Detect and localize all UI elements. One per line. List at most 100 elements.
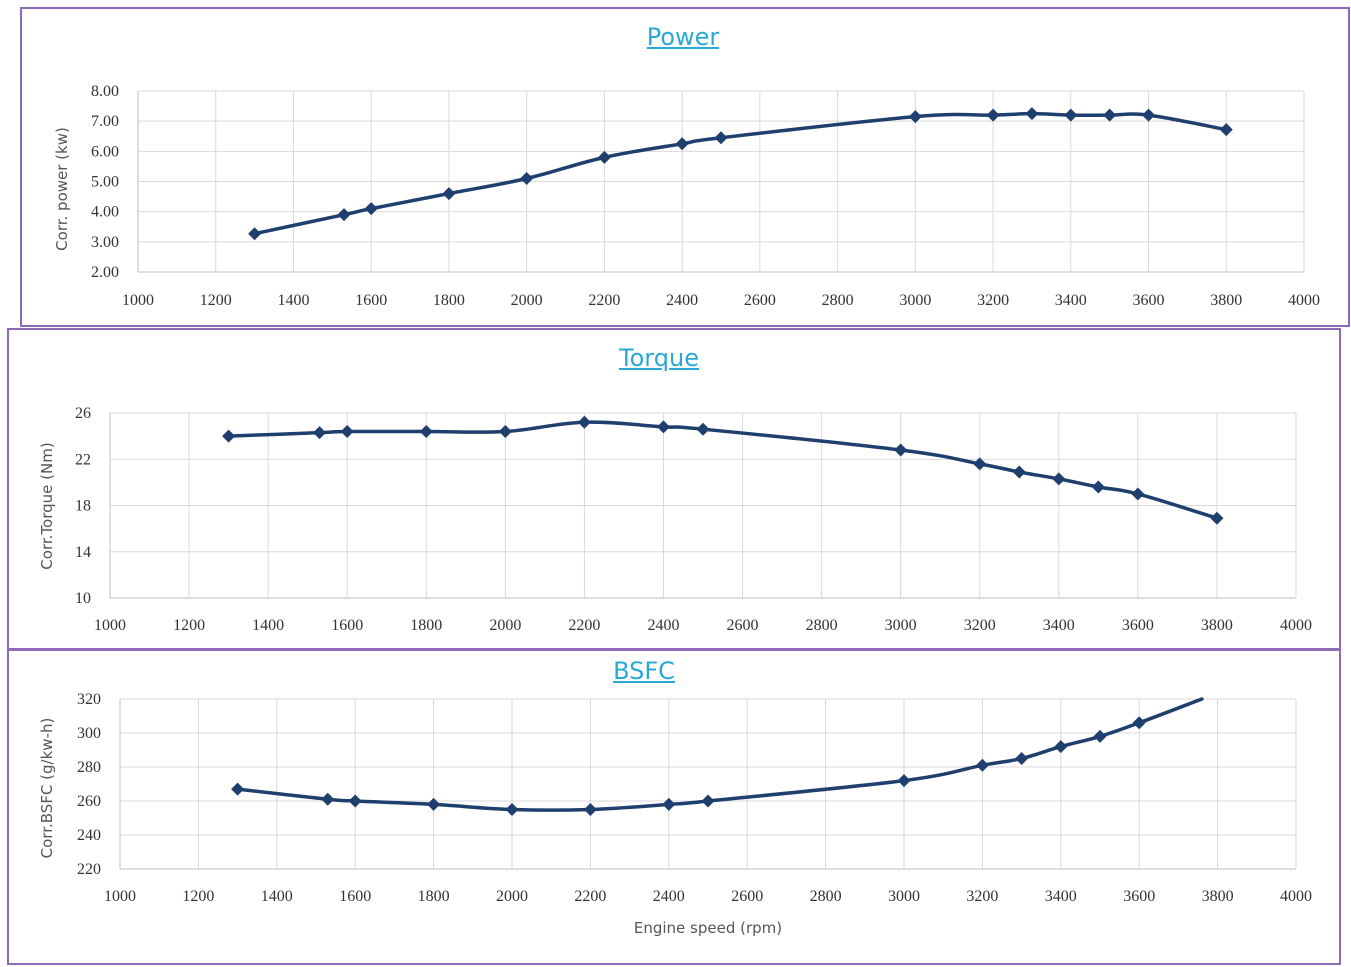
chart-title: Torque: [619, 344, 699, 372]
x-tick-label: 2800: [822, 292, 854, 309]
y-tick-label: 260: [77, 793, 101, 810]
x-tick-label: 2000: [511, 292, 543, 309]
x-tick-label: 3400: [1043, 617, 1075, 634]
series-line: [235, 697, 1204, 812]
x-tick-label: 3200: [977, 292, 1009, 309]
x-tick-label: 1800: [418, 888, 450, 905]
x-tick-label: 1800: [410, 617, 442, 634]
x-tick-label: 1400: [252, 617, 284, 634]
x-tick-label: 2800: [810, 888, 842, 905]
y-axis-label: Corr.Torque (Nm): [38, 442, 56, 569]
x-tick-label: 2600: [744, 292, 776, 309]
data-point: [427, 797, 441, 811]
y-tick-label: 300: [77, 725, 101, 742]
y-tick-label: 18: [75, 498, 91, 515]
y-axis-label: Corr.BSFC (g/kw-h): [38, 718, 56, 859]
x-tick-label: 1600: [339, 888, 371, 905]
data-point: [1210, 511, 1224, 525]
data-point: [1054, 740, 1068, 754]
data-point: [1219, 123, 1233, 137]
x-tick-label: 3200: [966, 888, 998, 905]
y-tick-label: 26: [75, 405, 91, 422]
data-point: [1025, 107, 1039, 121]
data-point: [908, 110, 922, 124]
x-tick-label: 2400: [666, 292, 698, 309]
y-tick-label: 5.00: [91, 174, 119, 191]
x-tick-label: 2200: [568, 617, 600, 634]
x-tick-label: 4000: [1280, 888, 1312, 905]
data-point: [1093, 729, 1107, 743]
data-point: [1142, 108, 1156, 122]
data-point: [986, 108, 1000, 122]
data-point: [1091, 480, 1105, 494]
x-tick-label: 2600: [731, 888, 763, 905]
x-tick-label: 2600: [727, 617, 759, 634]
data-point: [1015, 752, 1029, 765]
x-tick-label: 2400: [647, 617, 679, 634]
x-tick-label: 1000: [122, 292, 154, 309]
y-tick-label: 3.00: [91, 234, 119, 251]
series-line: [252, 111, 1229, 236]
data-point: [656, 420, 670, 434]
x-tick-label: 1800: [433, 292, 465, 309]
data-point: [498, 425, 512, 438]
x-tick-label: 4000: [1288, 292, 1320, 309]
y-tick-label: 220: [77, 861, 101, 878]
x-tick-label: 3000: [899, 292, 931, 309]
data-point: [696, 422, 710, 436]
x-tick-label: 1600: [331, 617, 363, 634]
power-chart-panel: Power 1000 1200 1400 1600 1800 2000 2200 2400 26…: [20, 7, 1350, 327]
torque-chart-panel: Torque 1000 1200 1400 1600 1800 2000 2200 2400 2…: [7, 328, 1341, 650]
y-tick-label: 6.00: [91, 143, 119, 160]
x-tick-label: 3000: [888, 888, 920, 905]
x-tick-label: 3000: [885, 617, 917, 634]
data-point: [675, 137, 689, 151]
data-point: [337, 208, 351, 222]
y-tick-label: 8.00: [91, 83, 119, 100]
chart-title: BSFC: [613, 657, 675, 685]
x-tick-label: 2400: [653, 888, 685, 905]
y-tick-label: 22: [75, 451, 91, 468]
data-point: [1012, 465, 1026, 479]
data-point: [577, 415, 591, 429]
y-tick-label: 14: [75, 544, 91, 561]
x-tick-label: 4000: [1280, 617, 1312, 634]
x-tick-label: 3400: [1045, 888, 1077, 905]
data-point: [662, 797, 676, 811]
data-point: [1103, 108, 1117, 122]
data-point: [520, 171, 534, 185]
x-tick-label: 1600: [355, 292, 387, 309]
x-tick-label: 1200: [200, 292, 232, 309]
x-tick-label: 2800: [806, 617, 838, 634]
series-line: [226, 420, 1219, 520]
x-tick-label: 2000: [496, 888, 528, 905]
power-chart: 1000 1200 1400 1600 1800 2000 2200 2400 2600 2800…: [53, 83, 1320, 309]
data-point: [894, 443, 908, 457]
data-point: [222, 429, 236, 443]
data-point: [321, 792, 335, 806]
data-point: [975, 758, 989, 772]
x-tick-label: 1200: [182, 888, 214, 905]
bsfc-chart: 1000 1200 1400 1600 1800 2000 2200 2400 2600 2800…: [38, 691, 1312, 937]
data-point: [701, 794, 715, 808]
data-point: [583, 803, 597, 816]
data-point: [973, 457, 987, 471]
data-point: [231, 782, 245, 796]
data-point: [340, 425, 354, 438]
y-tick-label: 320: [77, 691, 101, 708]
data-point: [505, 803, 519, 816]
y-tick-label: 10: [75, 590, 91, 607]
x-tick-label: 1200: [173, 617, 205, 634]
data-point: [419, 425, 433, 438]
y-tick-label: 4.00: [91, 204, 119, 221]
x-tick-label: 1400: [277, 292, 309, 309]
data-point: [1052, 472, 1066, 486]
x-tick-label: 3600: [1122, 617, 1154, 634]
x-tick-label: 3400: [1055, 292, 1087, 309]
data-point: [248, 227, 262, 241]
x-axis-label: Engine speed (rpm): [634, 919, 782, 937]
data-point: [714, 131, 728, 145]
y-tick-label: 240: [77, 827, 101, 844]
x-tick-label: 1000: [94, 617, 126, 634]
x-tick-label: 2000: [489, 617, 521, 634]
